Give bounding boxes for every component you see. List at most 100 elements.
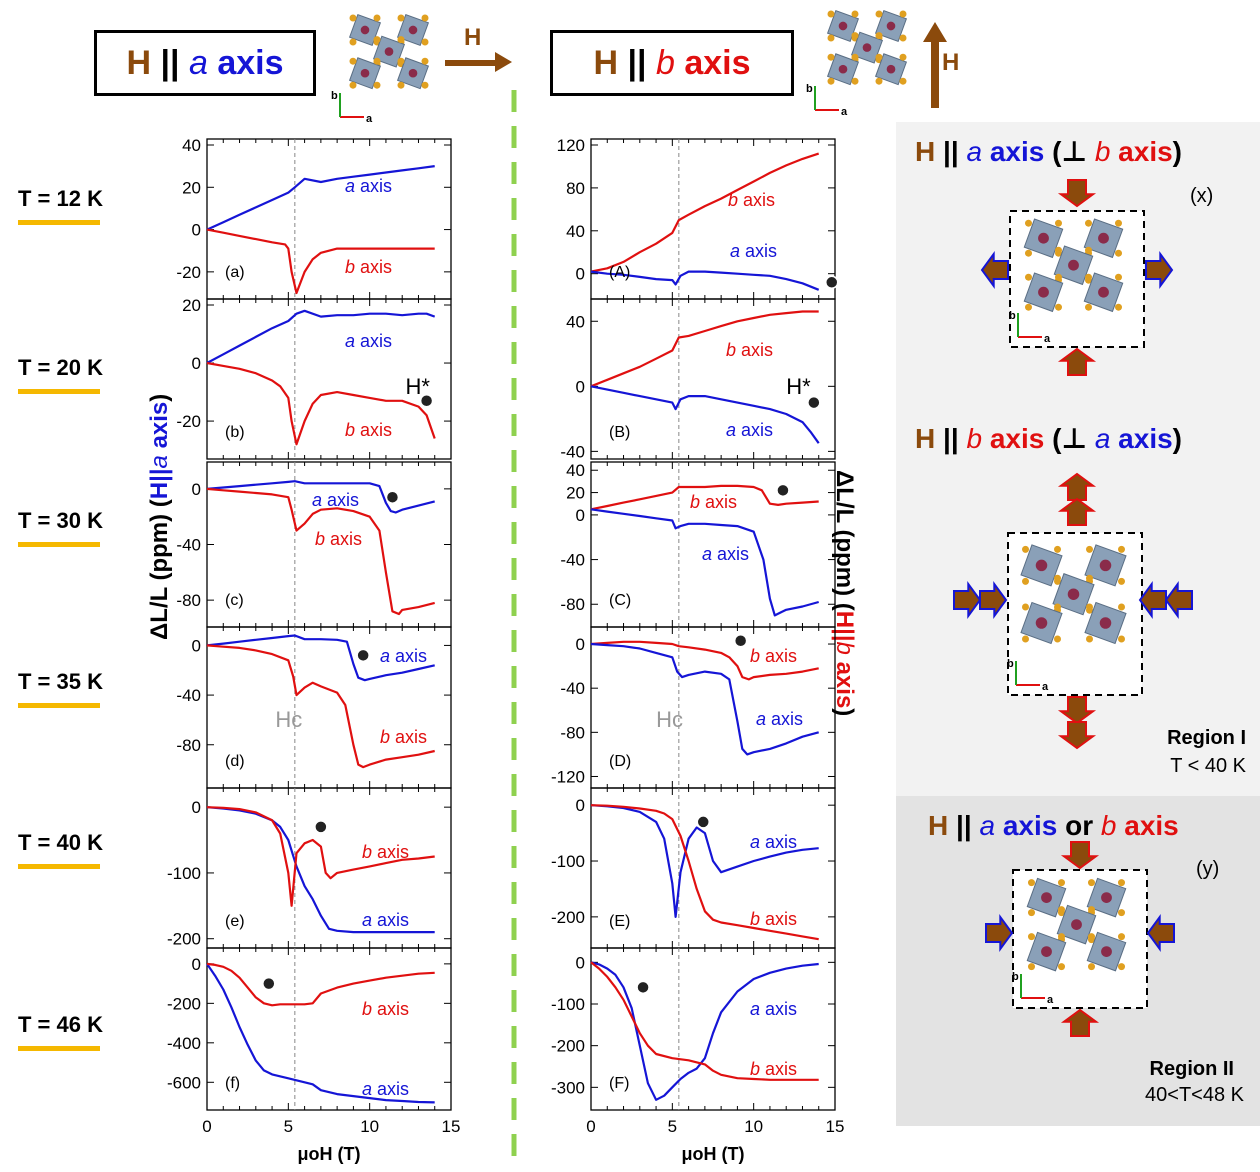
y-tick-label: 20 [566,484,585,503]
oxygen-atom [1118,545,1125,553]
transition-dot-marker [385,490,400,504]
series-line-a-axis [206,480,435,514]
series-label: b axis [362,999,409,1019]
oxygen-atom [1058,906,1065,914]
y-tick-label: 0 [576,265,585,284]
metal-ion [360,25,370,35]
axis-b-label: b [1009,310,1016,322]
expand-arrow-bottom-1 [1057,696,1097,725]
oxygen-atom [349,81,357,89]
oxygen-atom [1085,273,1092,281]
oxygen-atom [1054,574,1061,582]
metal-ion [384,47,394,56]
region-1-cond: T < 40 K [1170,755,1246,777]
oxygen-atom [1088,879,1095,887]
temp-label-30k: T = 30 K [18,508,103,547]
oxygen-atom [1028,963,1035,971]
y-tick-label: 120 [557,136,585,155]
series-line-a-axis [590,385,820,444]
series-line-b-axis [206,228,435,295]
y-tick-label: 0 [576,796,585,815]
compress-arrow-right [1146,913,1175,953]
metal-ion [1038,286,1049,298]
series-line-b-axis [206,487,435,616]
series-label: a axis [345,331,392,351]
y-tick-label: 0 [192,798,201,817]
y-tick-label: 80 [566,179,585,198]
y-tick-label: 40 [566,312,585,331]
metal-ion [886,21,896,31]
oxygen-atom [1054,635,1061,643]
transition-dot-marker [776,483,790,498]
y-tick-label: 0 [576,635,585,654]
y-tick-label: -40 [176,686,201,705]
y-tick-label: 0 [192,955,201,974]
series-line-a-b-axis [590,804,819,941]
oxygen-atom [1115,273,1122,281]
oxygen-atom [1086,545,1093,553]
metal-ion [862,43,872,52]
x-tick-label: 0 [202,1117,211,1136]
y-tick-label: -200 [551,908,585,927]
temp-label-40k: T = 40 K [18,830,103,869]
series-label: b axis [750,646,797,666]
panel-label: (f) [225,1075,240,1092]
temp-label-12k: T = 12 K [18,186,103,225]
axis-a-label: a [1044,333,1051,345]
compress-arrow-bottom [1057,347,1097,376]
metal-ion [838,21,848,31]
series-line-a-axis [206,963,435,1104]
series-line-b-axis [206,644,435,769]
side-title-mid: H || b axis (⊥ a axis) [915,423,1182,454]
series-label: b axis [728,190,775,210]
metal-ion [1041,892,1052,903]
transition-dot-marker [807,395,821,410]
oxygen-atom [1022,603,1029,611]
metal-ion [1035,617,1048,629]
oxygen-atom [1055,219,1062,227]
y-tick-label: -300 [551,1078,585,1097]
series-line-a-axis [590,508,819,617]
oxygen-atom [373,81,381,89]
axis-a-label: a [366,113,373,125]
series-line-a-axis [590,642,819,756]
metal-ion [1038,232,1049,244]
hc-label: Hc [656,707,683,732]
metal-ion [360,68,370,78]
y-tick-label: 0 [576,377,585,396]
series-label: b axis [345,257,392,277]
oxygen-atom [1086,603,1093,611]
panel-label: (C) [609,592,631,609]
expand-arrow-right [1145,250,1174,290]
expand-arrow-bottom-2 [1057,721,1097,750]
x-tick-label: 10 [360,1117,379,1136]
oxygen-atom [1085,303,1092,311]
y-tick-label: 40 [182,136,201,155]
y-tick-label: -100 [551,995,585,1014]
oxygen-atom [1054,545,1061,553]
series-line-a-axis [206,165,435,231]
series-label: b axis [345,420,392,440]
oxygen-atom [875,10,883,18]
oxygen-atom [875,77,883,85]
oxygen-atom [1085,219,1092,227]
field-arrow-label: H [942,49,959,76]
plot-frame-f [206,947,452,1111]
series-label: a axis [362,1079,409,1099]
metal-ion [1099,617,1112,629]
oxygen-atom [1025,273,1032,281]
metal-ion [408,25,418,35]
oxygen-atom [1086,574,1093,582]
transition-dot-marker [356,648,370,663]
series-label: a axis [362,910,409,930]
y-tick-label: -20 [176,412,201,431]
series-label: a axis [726,420,773,440]
y-tick-label: 0 [192,221,201,240]
oxygen-atom [1118,963,1125,971]
temp-label-35k: T = 35 K [18,669,103,708]
metal-ion [838,64,848,74]
x-axis-title: μoH (T) [298,1144,361,1164]
oxygen-atom [1028,933,1035,941]
series-label: b axis [726,340,773,360]
